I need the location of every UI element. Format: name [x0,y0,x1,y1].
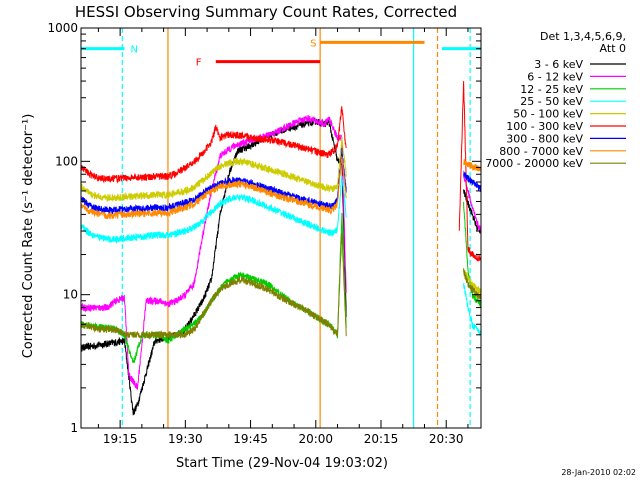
chart-title: HESSI Observing Summary Count Rates, Cor… [75,3,457,21]
legend-label-4: 50 - 100 keV [513,108,583,121]
series-end-8 [463,268,481,300]
series-end-4 [463,269,481,295]
x-tick-label-3: 20:00 [298,432,333,446]
x-tick-label-5: 20:30 [429,432,464,446]
x-tick-label-2: 19:45 [233,432,268,446]
series-line-7 [81,155,347,220]
y-tick-label-3: 1000 [47,21,78,35]
legend-label-8: 7000 - 20000 keV [485,157,583,170]
series-line-1 [81,114,347,390]
series-line-5 [81,106,347,184]
x-tick-label-1: 19:30 [168,432,203,446]
series-end-6 [463,170,481,193]
legend-label-5: 100 - 300 keV [506,120,583,133]
annotation-label-1: F [196,58,202,69]
plot-frame [80,27,482,429]
x-tick-label-4: 20:15 [364,432,399,446]
series-line-8 [81,231,347,340]
y-tick-label-2: 100 [55,154,78,168]
annotation-label-2: S [310,38,316,49]
series-line-4 [81,136,347,202]
legend-label-7: 800 - 7000 keV [499,145,583,158]
legend-label-0: 3 - 6 keV [534,58,583,71]
series-line-3 [81,175,347,244]
series-end-3 [463,282,481,336]
annotation-label-0: N [130,45,137,56]
legend-label-6: 300 - 800 keV [506,132,583,145]
series-end-5 [458,81,481,262]
series-line-0 [81,117,347,416]
legend-header-1: Att 0 [600,42,626,55]
footer-timestamp: 28-Jan-2010 02:02 [561,468,636,477]
legend-label-1: 6 - 12 keV [527,70,583,83]
x-tick-label-0: 19:15 [103,432,138,446]
y-tick-label-0: 1 [70,421,78,435]
series-line-2 [81,212,347,363]
y-axis-label: Corrected Count Rate (s⁻¹ detector⁻¹) [21,114,36,359]
y-tick-label-1: 10 [63,288,78,302]
x-axis-label: Start Time (29-Nov-04 19:03:02) [176,456,388,471]
legend-label-2: 12 - 25 keV [520,83,583,96]
legend-header-0: Det 1,3,4,5,6,9, [540,30,626,43]
series-end-2 [463,201,481,308]
legend-label-3: 25 - 50 keV [520,95,583,108]
